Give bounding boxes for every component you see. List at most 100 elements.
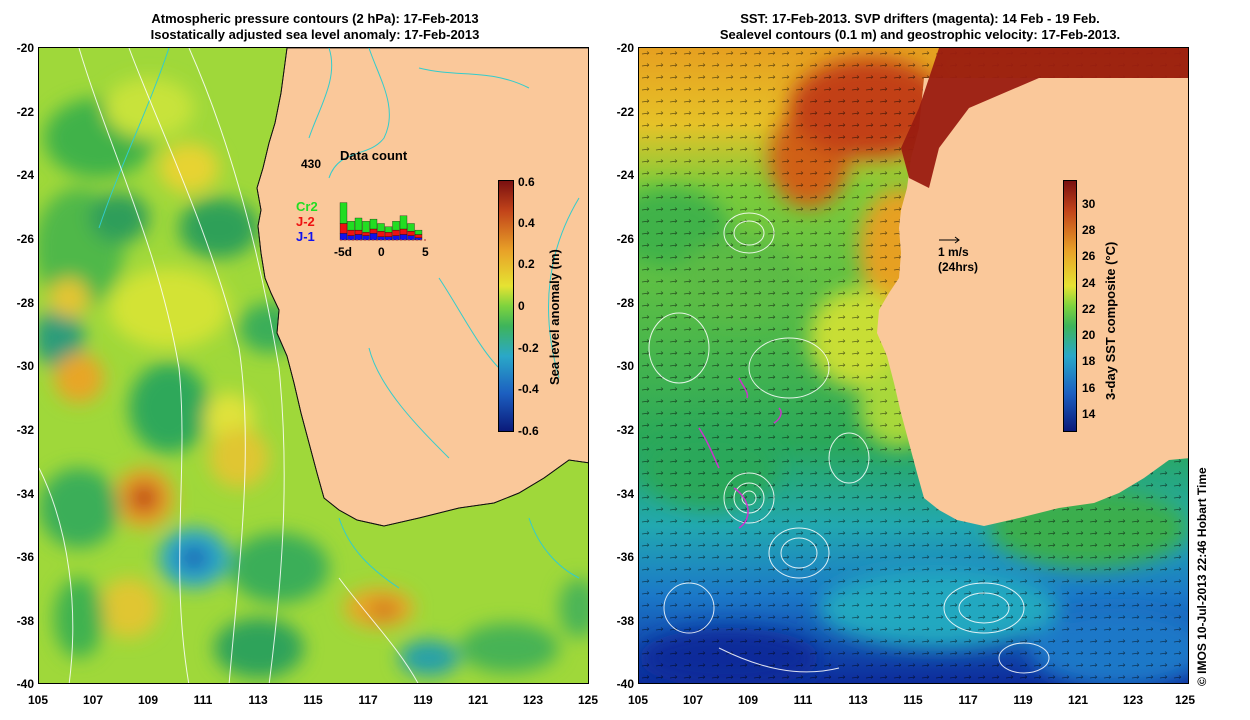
sla-cb-tick-4: -0.2 [518,341,539,355]
left-xtick-7: 119 [413,693,433,707]
right-ytick-3: -26 [616,232,634,246]
inset-xtick-0: -5d [334,245,352,259]
left-ytick-7: -34 [16,487,34,501]
inset-xtick-1: 0 [378,245,385,259]
inset-legend-j1: J-1 [296,229,315,244]
cyan-contours [98,48,580,589]
left-xtick-2: 109 [137,693,159,707]
histogram-bar-segment [399,215,408,230]
sla-map-graphic [39,48,588,683]
histogram-bar-segment [362,221,370,233]
sst-cb-tick-4: 22 [1082,302,1096,316]
histogram-bar-segment [347,235,355,241]
sst-cb-tick-8: 14 [1082,407,1096,421]
histogram-bar-segment [377,231,385,237]
right-xtick-5: 115 [903,693,923,707]
histogram-bar-segment [362,232,370,236]
histogram-bar-segment [414,229,423,235]
imos-credit: © IMOS 10-Jul-2013 22:46 Hobart Time [1195,467,1209,686]
histogram-bar-segment [377,223,385,232]
right-ytick-10: -40 [616,677,634,691]
svp-drifter-tracks [698,377,782,529]
right-ytick-5: -30 [616,359,634,373]
sst-cb-tick-2: 26 [1082,249,1096,263]
sla-cb-tick-5: -0.4 [518,382,539,396]
right-xtick-0: 105 [627,693,649,707]
right-title-line1: SST: 17-Feb-2013. SVP drifters (magenta)… [740,11,1100,26]
sla-cb-tick-3: 0 [518,299,525,313]
right-xtick-10: 125 [1174,693,1196,707]
left-ytick-4: -28 [16,296,34,310]
left-xtick-4: 113 [248,693,268,707]
right-xtick-8: 121 [1067,693,1089,707]
histogram-bar-segment [407,223,415,232]
histogram-bar-segment [392,229,400,236]
left-ytick-0: -20 [16,41,34,55]
inset-legend-j2: J-2 [296,214,315,229]
left-xtick-3: 111 [193,693,213,707]
right-ytick-8: -36 [616,550,634,564]
left-xtick-9: 123 [522,693,544,707]
sla-anomaly-field [39,78,588,678]
inset-title: Data count [340,148,408,163]
histogram-bar-segment [399,228,408,235]
sst-cb-tick-6: 18 [1082,354,1096,368]
histogram-bar-segment [392,235,400,241]
sst-cb-tick-3: 24 [1082,276,1096,290]
data-count-histogram [339,202,428,241]
histogram-bar-segment [369,228,378,234]
right-ytick-4: -28 [616,296,634,310]
sst-cb-tick-7: 16 [1082,381,1096,395]
left-ytick-1: -22 [16,105,34,119]
left-title-line2: Isostatically adjusted sea level anomaly… [150,27,480,42]
left-ytick-2: -24 [16,168,34,182]
histogram-bar-segment [362,235,370,241]
sst-colorbar [1063,180,1077,432]
left-title-line1: Atmospheric pressure contours (2 hPa): 1… [151,11,479,26]
histogram-bar-segment [384,232,393,237]
right-ytick-7: -34 [616,487,634,501]
right-title-line2: Sealevel contours (0.1 m) and geostrophi… [719,27,1121,42]
left-ytick-9: -38 [16,614,34,628]
right-xtick-9: 123 [1122,693,1144,707]
left-xtick-8: 121 [467,693,489,707]
right-xtick-6: 117 [958,693,978,707]
left-ytick-6: -32 [16,423,34,437]
left-ytick-5: -30 [16,359,34,373]
right-ytick-6: -32 [616,423,634,437]
left-xtick-6: 117 [358,693,378,707]
right-ytick-9: -38 [616,614,634,628]
sla-cb-tick-1: 0.4 [518,216,535,230]
histogram-bar-segment [369,218,378,230]
right-ytick-1: -22 [616,105,634,119]
sea-level-contours [648,212,1050,674]
histogram-bar-segment [339,233,348,241]
sla-cb-label: Sea level anomaly (m) [547,249,562,385]
histogram-bar-segment [392,221,400,231]
right-ytick-2: -24 [616,168,634,182]
inset-total-count: 430 [301,157,322,171]
histogram-bar-segment [407,231,415,236]
right-xtick-1: 107 [682,693,704,707]
histogram-bar-segment [347,221,355,231]
sea-level-anomaly-map [38,47,589,684]
inset-xtick-2: 5 [422,245,429,259]
histogram-bar-segment [354,229,363,235]
arrow-scale-line1: 1 m/s [938,245,969,259]
histogram-bar-segment [339,202,348,224]
left-ytick-8: -36 [16,550,34,564]
right-xtick-2: 109 [737,693,759,707]
histogram-bar-segment [354,234,363,241]
left-xtick-10: 125 [577,693,599,707]
right-xtick-4: 113 [848,693,868,707]
left-xtick-0: 105 [27,693,49,707]
australia-landmass-sst [877,78,1188,526]
histogram-bar-segment [354,217,363,231]
left-ytick-3: -26 [16,232,34,246]
histogram-bar-segment [369,233,378,241]
pilbara-hot-coast [901,48,1188,188]
sla-cb-tick-0: 0.6 [518,175,535,189]
sla-colorbar [498,180,514,432]
histogram-bar-segment [347,229,355,236]
sst-cb-tick-5: 20 [1082,328,1096,342]
